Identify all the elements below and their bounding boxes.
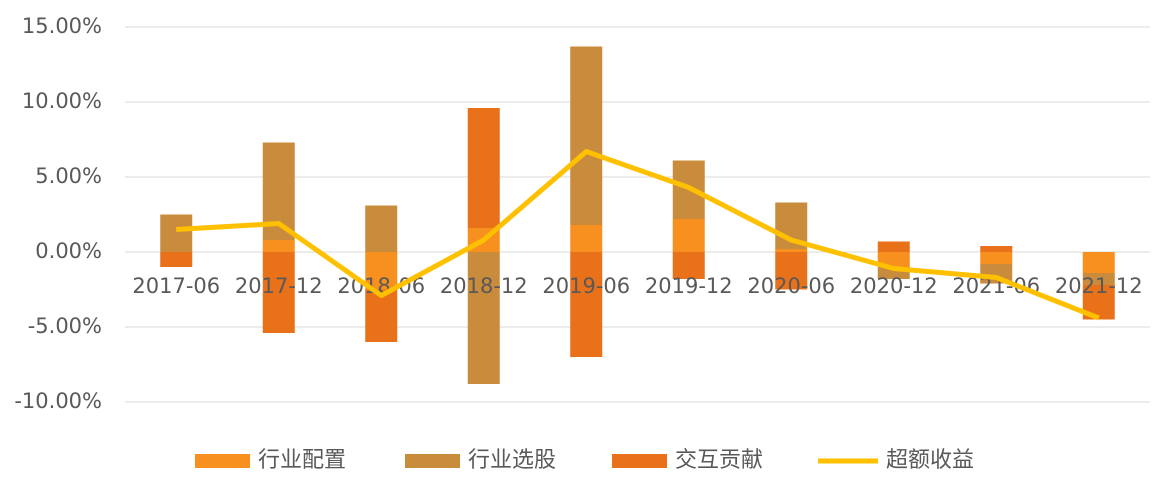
legend-swatch (405, 454, 460, 468)
x-tick-label: 2019-12 (645, 274, 733, 298)
legend-label: 超额收益 (886, 448, 974, 473)
bar (467, 108, 500, 228)
x-tick-label: 2019-06 (542, 274, 630, 298)
x-tick-label: 2017-12 (235, 274, 323, 298)
bar (980, 252, 1013, 264)
x-tick-label: 2020-06 (747, 274, 835, 298)
y-tick-label: 0.00% (35, 239, 102, 263)
x-tick-label: 2018-12 (440, 274, 528, 298)
x-tick-label: 2020-12 (850, 274, 938, 298)
line (176, 149, 1100, 321)
legend-swatch (195, 454, 250, 468)
x-tick-label: 2017-06 (132, 274, 220, 298)
bar (775, 249, 808, 252)
bar (570, 225, 603, 252)
x-tick-label: 2021-12 (1055, 274, 1143, 298)
bar (1082, 252, 1115, 273)
legend-label: 行业配置 (258, 448, 346, 473)
bar (160, 214, 193, 252)
bar (775, 252, 808, 290)
bar (672, 252, 705, 279)
bar (570, 46, 603, 225)
bar (365, 289, 398, 342)
bar (160, 252, 193, 267)
bar (877, 241, 910, 252)
bar (1082, 273, 1115, 285)
y-tick-label: 5.00% (35, 164, 102, 188)
y-tick-label: 15.00% (22, 14, 102, 38)
bar (365, 205, 398, 252)
y-tick-label: -10.00% (14, 389, 102, 413)
y-tick-label: 10.00% (22, 89, 102, 113)
bar (262, 240, 295, 252)
legend-swatch (612, 454, 667, 468)
bar (365, 252, 398, 290)
legend-label: 交互贡献 (675, 448, 763, 473)
bar (467, 252, 500, 384)
bar (570, 252, 603, 357)
bar (877, 252, 910, 267)
y-tick-label: -5.00% (28, 314, 102, 338)
legend-label: 行业选股 (468, 448, 556, 473)
bar (262, 252, 295, 333)
bar (672, 219, 705, 252)
bar (980, 246, 1013, 252)
